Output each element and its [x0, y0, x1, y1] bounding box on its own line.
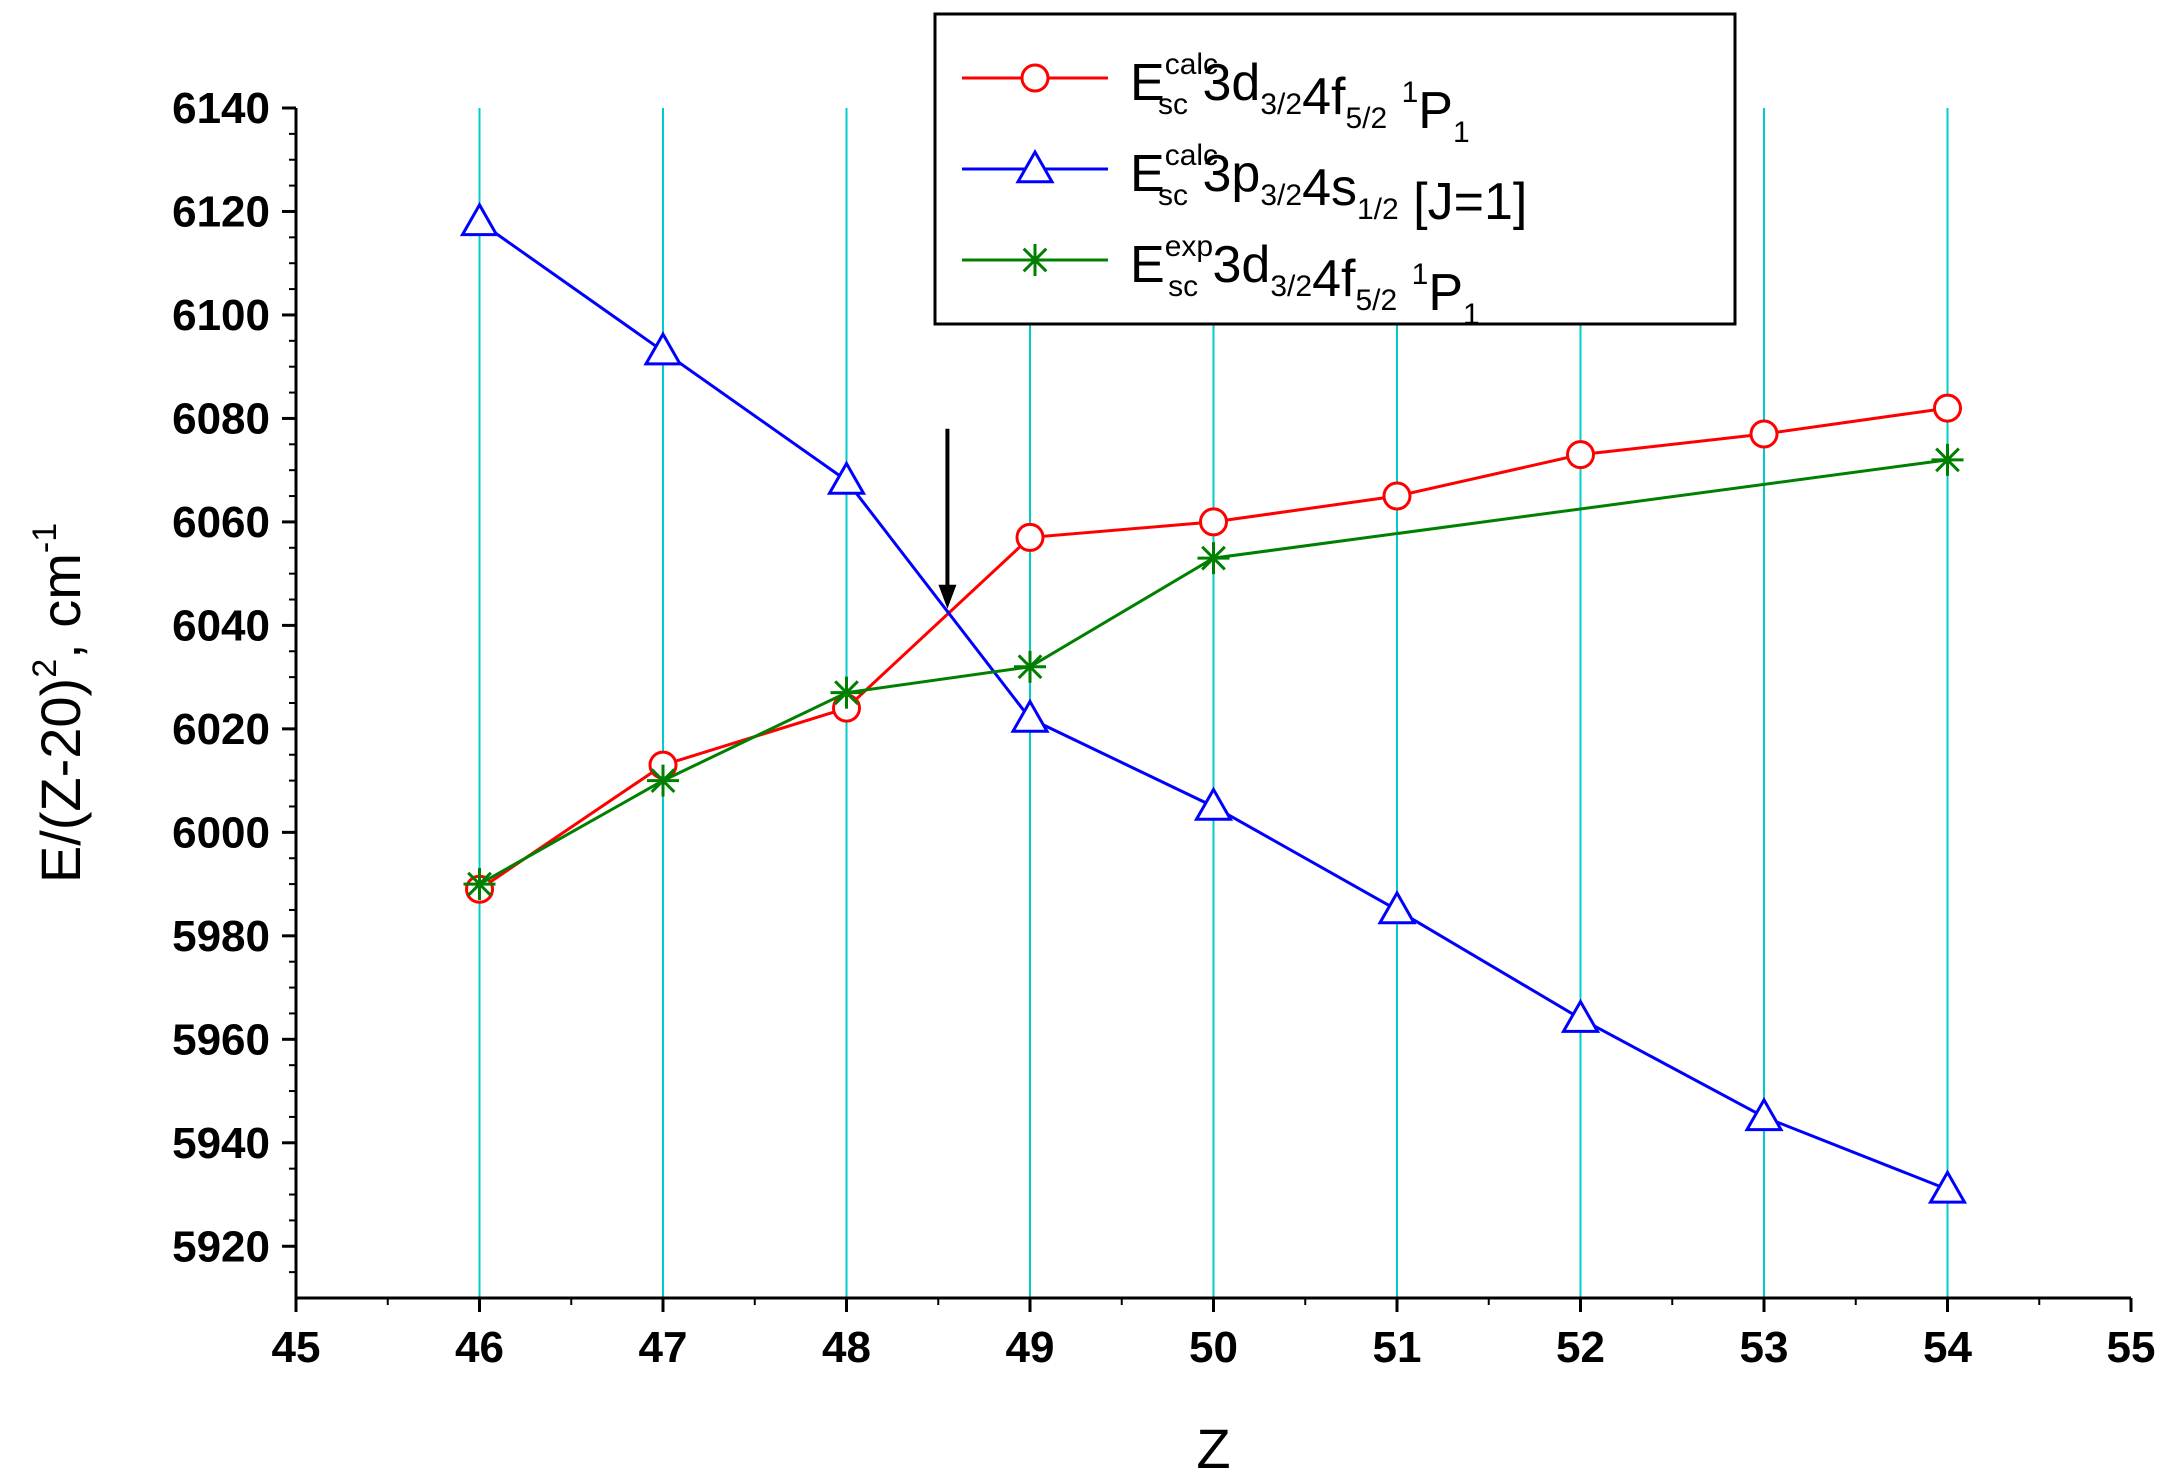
x-tick-label-51: 51: [1373, 1323, 1422, 1372]
x-tick-label-55: 55: [2107, 1323, 2156, 1372]
series-1-point-48: [826, 460, 867, 495]
y-tick-label-5920: 5920: [172, 1222, 270, 1271]
x-tick-label-48: 48: [822, 1323, 871, 1372]
x-tick-label-46: 46: [455, 1323, 504, 1372]
y-tick-label-5960: 5960: [172, 1015, 270, 1064]
x-tick-label-49: 49: [1006, 1323, 1055, 1372]
axis-titles: Z E/(Z-20)2, cm-1: [26, 523, 1231, 1480]
axes: 5920 5940 5960 5980 6000 6020 6040 6060 6080 6100…: [172, 84, 2155, 1372]
series-1: [459, 201, 1968, 1204]
legend-label-0: Ecalc sc 3d3/24f5/2 1P1: [1130, 48, 1470, 149]
legend-marker-1: [1015, 148, 1055, 184]
series-2-point-47-stroke: [650, 768, 676, 793]
series-0-point-49: [1015, 522, 1045, 552]
series-2-point-49-stroke: [1017, 654, 1043, 680]
series-0-point-50: [1199, 507, 1228, 537]
series-0-point-54: [1933, 393, 1962, 423]
x-tick-label-54: 54: [1923, 1323, 1972, 1372]
series-2-line: [478, 458, 1948, 886]
series-2-point-48: [830, 676, 863, 709]
series-0-point-51: [1382, 481, 1412, 511]
series-2-point-50-stroke: [1201, 545, 1226, 571]
y-tick-label-6000: 6000: [172, 808, 270, 857]
series-2-point-50: [1197, 542, 1230, 575]
series-1-point-49: [1010, 698, 1050, 733]
legend-marker-2: [1019, 244, 1051, 276]
legend-item-0: Ecalc sc 3d3/24f5/2 1P1: [962, 48, 1470, 149]
legend-marker-0: [1020, 63, 1050, 93]
legend-item-2: Eexp sc 3d3/24f5/2 1P1: [962, 230, 1480, 331]
series-1-point-50: [1193, 786, 1234, 821]
series-0-point-52: [1566, 440, 1595, 470]
series-1-point-52: [1560, 998, 1601, 1033]
annotation-arrow: [938, 428, 957, 609]
series-1-point-51: [1377, 889, 1417, 925]
series-2-point-54: [1931, 443, 1964, 476]
x-tick-label-52: 52: [1556, 1323, 1605, 1372]
series-2-point-49: [1014, 650, 1046, 683]
x-tick-label-50: 50: [1189, 1323, 1238, 1372]
series-0-point-53: [1749, 419, 1779, 449]
y-tick-label-5940: 5940: [172, 1119, 270, 1168]
series-2-point-46-stroke: [467, 871, 492, 897]
series-layer: [459, 201, 1968, 1204]
legend-item-1: Ecalc sc 3p3/24s1/2 [J=1]: [962, 139, 1527, 231]
y-tick-label-5980: 5980: [172, 912, 270, 961]
x-tick-label-53: 53: [1740, 1323, 1789, 1372]
legend-label-1: Ecalc sc 3p3/24s1/2 [J=1]: [1130, 139, 1527, 231]
x-tick-label-45: 45: [272, 1323, 321, 1372]
y-tick-label-6020: 6020: [172, 705, 270, 754]
x-tick-label-47: 47: [639, 1323, 688, 1372]
y-tick-label-6060: 6060: [172, 498, 270, 547]
arrow-head: [938, 584, 957, 609]
y-tick-label-6120: 6120: [172, 187, 270, 236]
series-2-point-46: [463, 868, 496, 901]
y-tick-label-6140: 6140: [172, 84, 270, 133]
series-1-point-53: [1744, 1096, 1784, 1132]
series-2: [463, 443, 1964, 901]
y-tick-label-6100: 6100: [172, 291, 270, 340]
legend-marker-2-stroke: [1022, 247, 1048, 273]
x-axis-title: Z: [1196, 1417, 1230, 1480]
series-2-point-48-stroke: [834, 680, 859, 706]
series-1-point-54: [1927, 1169, 1968, 1204]
y-tick-label-6040: 6040: [172, 601, 270, 650]
series-1-point-46: [459, 201, 500, 237]
series-2-point-47: [647, 764, 679, 797]
legend-label-2: Eexp sc 3d3/24f5/2 1P1: [1130, 230, 1480, 331]
y-tick-label-6080: 6080: [172, 394, 270, 443]
series-2-point-54-stroke: [1935, 447, 1960, 473]
series-1-point-47: [643, 331, 683, 366]
y-axis-title: E/(Z-20)2, cm-1: [26, 523, 92, 883]
